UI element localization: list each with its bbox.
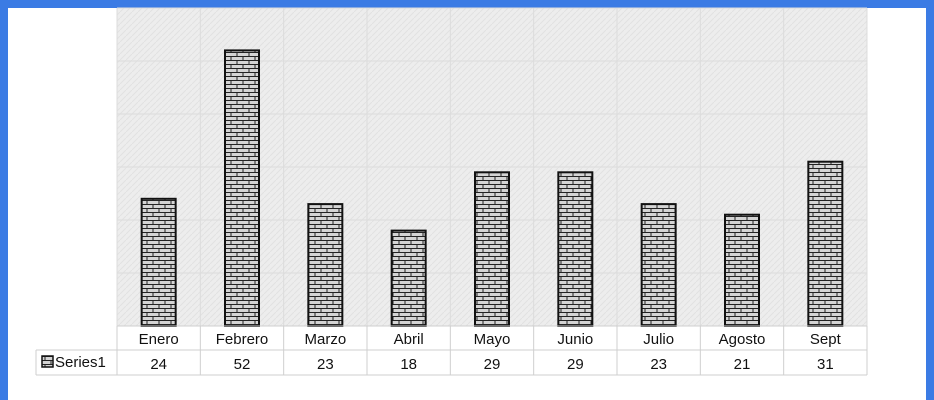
- bar-agosto: [724, 213, 760, 327]
- value-label: 21: [734, 356, 751, 373]
- value-label: 23: [650, 356, 667, 373]
- bar-sept: [807, 160, 844, 327]
- bar-enero: [140, 197, 177, 327]
- bar-junio: [557, 171, 594, 327]
- data-table: 24 52 23 18 29 29 23 21 31: [35, 325, 868, 376]
- legend: Series1: [41, 354, 106, 371]
- category-label: Abril: [394, 331, 424, 348]
- value-label: 29: [484, 356, 501, 373]
- bar-julio: [640, 203, 677, 328]
- category-label: Febrero: [216, 331, 269, 348]
- bar-mayo: [474, 171, 510, 327]
- category-label: Sept: [810, 331, 842, 348]
- bars: [140, 49, 844, 328]
- legend-label-series1: Series1: [55, 354, 106, 371]
- legend-key: [41, 355, 54, 368]
- bar-febrero: [224, 49, 260, 328]
- category-label: Junio: [557, 331, 593, 348]
- category-label: Marzo: [304, 331, 346, 348]
- bar-marzo: [307, 203, 344, 328]
- value-label: 31: [817, 356, 834, 373]
- bar-abril: [390, 229, 427, 328]
- value-label: 18: [400, 356, 417, 373]
- value-label: 24: [150, 356, 167, 373]
- category-label: Mayo: [474, 331, 511, 348]
- value-label: 52: [234, 356, 251, 373]
- category-label: Julio: [643, 331, 674, 348]
- value-label: 23: [317, 356, 334, 373]
- category-labels: Enero Febrero Marzo Abril Mayo Junio Julio Agos…: [139, 331, 842, 348]
- value-label: 29: [567, 356, 584, 373]
- category-label: Agosto: [719, 331, 766, 348]
- category-label: Enero: [139, 331, 179, 348]
